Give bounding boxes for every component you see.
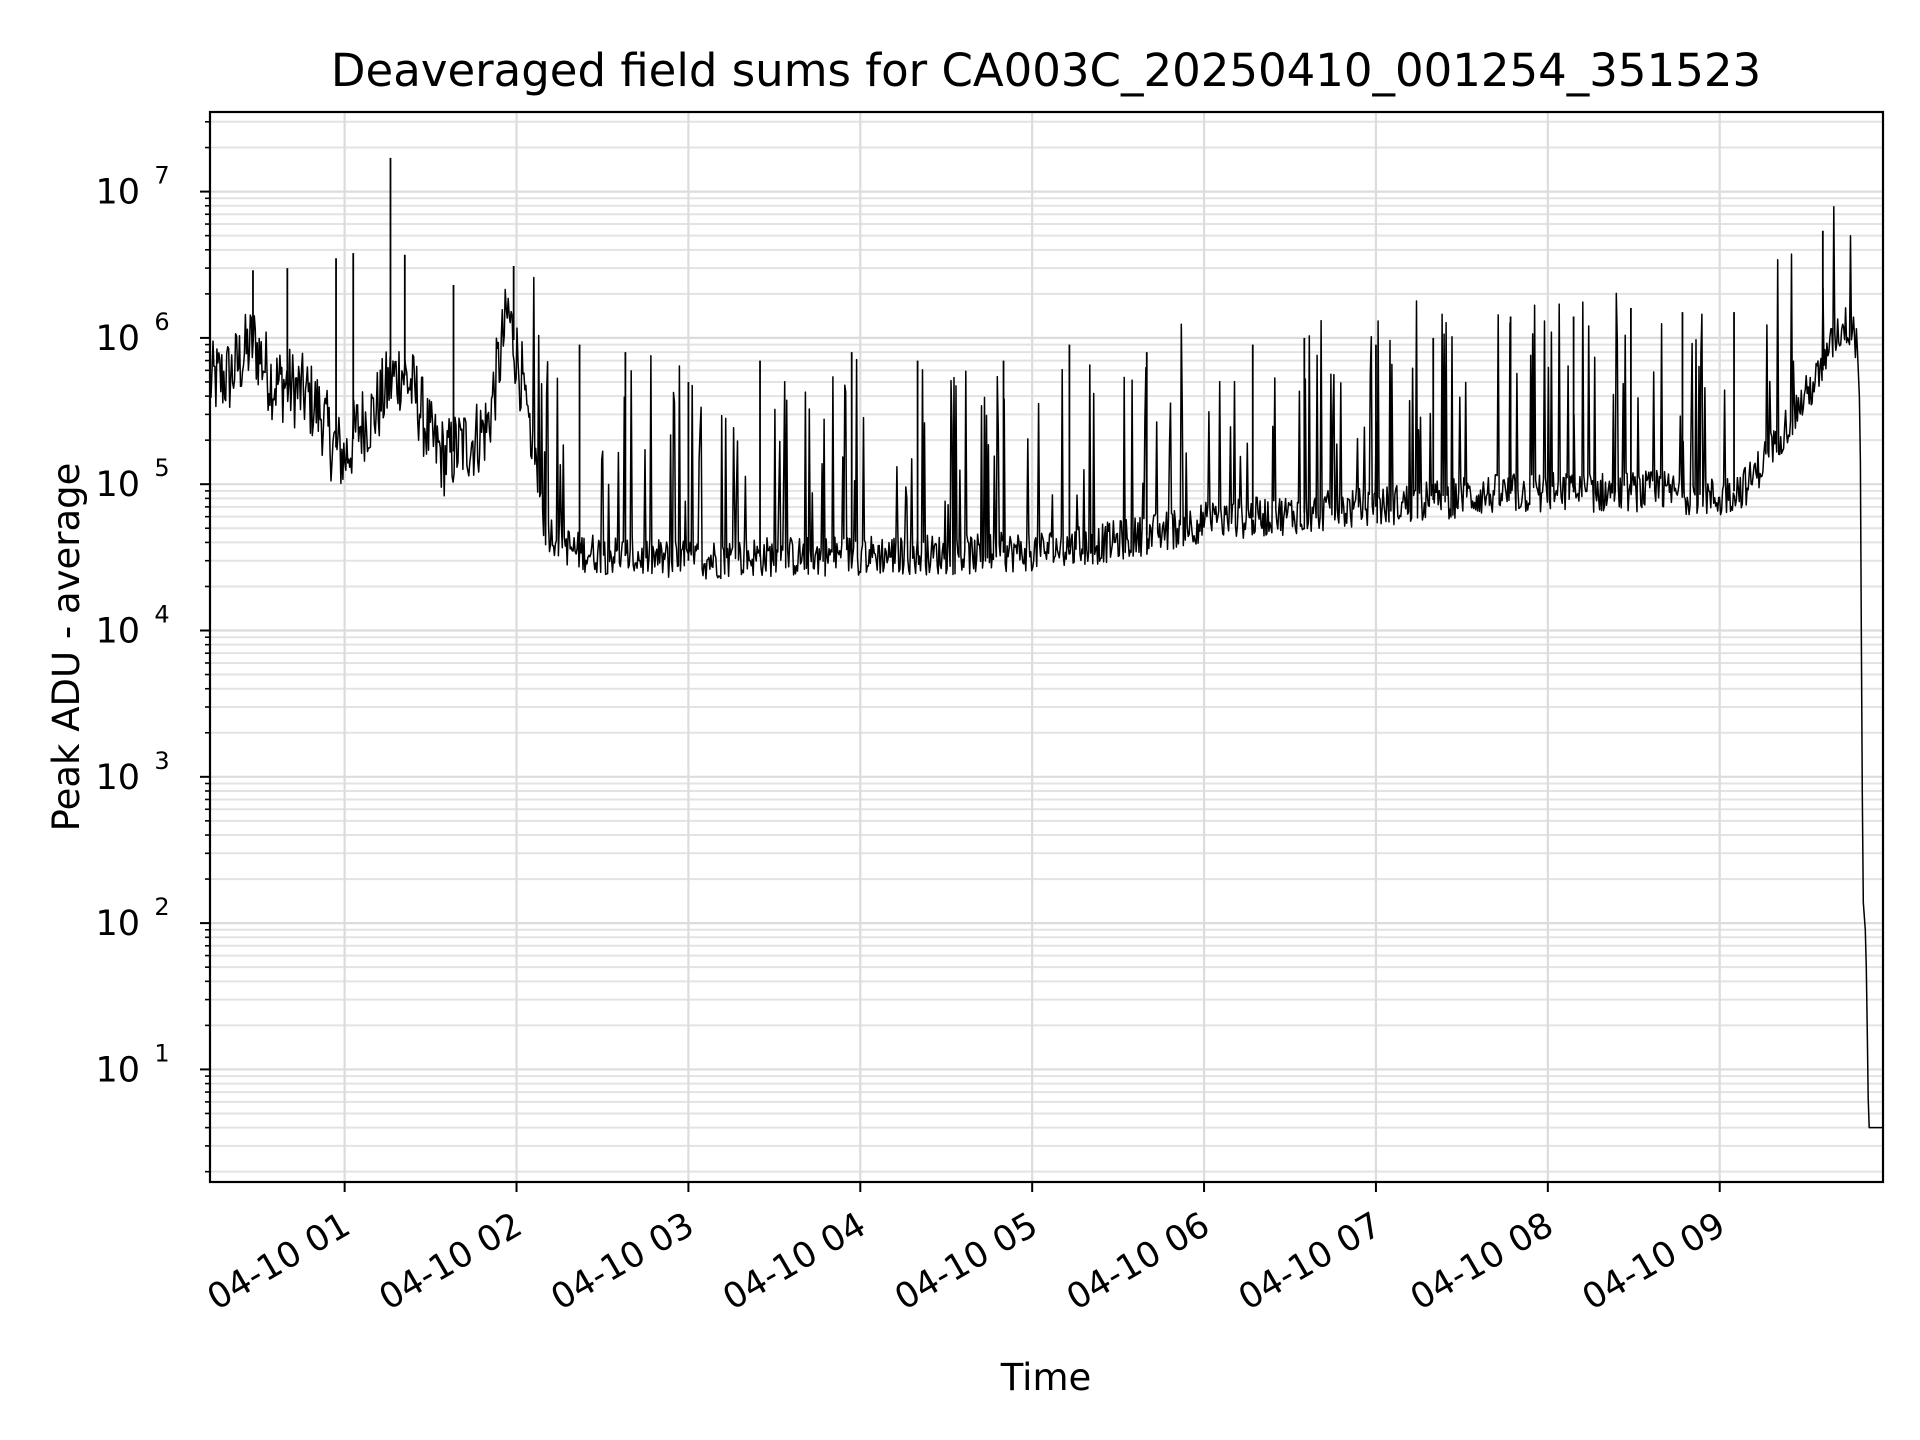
plot-frame [208,110,1885,1184]
y-tick-label: 10 [95,1050,140,1090]
x-tick-label: 04-10 08 [1404,1205,1560,1318]
y-tick-label: 10 [95,465,140,505]
y-tick-exponent: 7 [154,162,169,190]
x-tick-label: 04-10 03 [545,1205,701,1318]
y-tick-label: 10 [95,758,140,798]
grid [210,112,1883,1182]
y-tick-label: 10 [95,173,140,213]
x-tick-label: 04-10 02 [373,1205,529,1318]
y-tick-label: 10 [95,904,140,944]
x-axis: 04-10 01 04-10 02 04-10 03 04-10 04 04-10 05… [201,1182,1732,1318]
x-tick-label: 04-10 01 [201,1205,357,1318]
data-layer [209,157,1883,1129]
x-axis-label: Time [1000,1356,1092,1399]
y-tick-exponent: 4 [154,601,169,629]
x-tick-label: 04-10 04 [717,1205,873,1318]
x-tick-label: 04-10 07 [1232,1205,1388,1318]
y-axis-label: Peak ADU - average [45,463,88,832]
y-tick-exponent: 2 [154,893,169,921]
y-tick-label: 10 [95,612,140,652]
y-tick-exponent: 6 [154,308,169,336]
x-tick-label: 04-10 06 [1060,1205,1216,1318]
y-axis: 10 1 10 2 10 3 10 4 10 5 10 6 10 7 [95,120,210,1173]
y-tick-exponent: 5 [154,454,169,482]
y-tick-exponent: 3 [154,747,169,775]
y-tick-label: 10 [95,319,140,359]
x-tick-label: 04-10 09 [1576,1205,1732,1318]
series-line [209,206,1883,1129]
y-tick-exponent: 1 [154,1039,169,1067]
chart-title: Deaveraged field sums for CA003C_2025041… [331,44,1761,97]
x-tick-label: 04-10 05 [888,1205,1044,1318]
